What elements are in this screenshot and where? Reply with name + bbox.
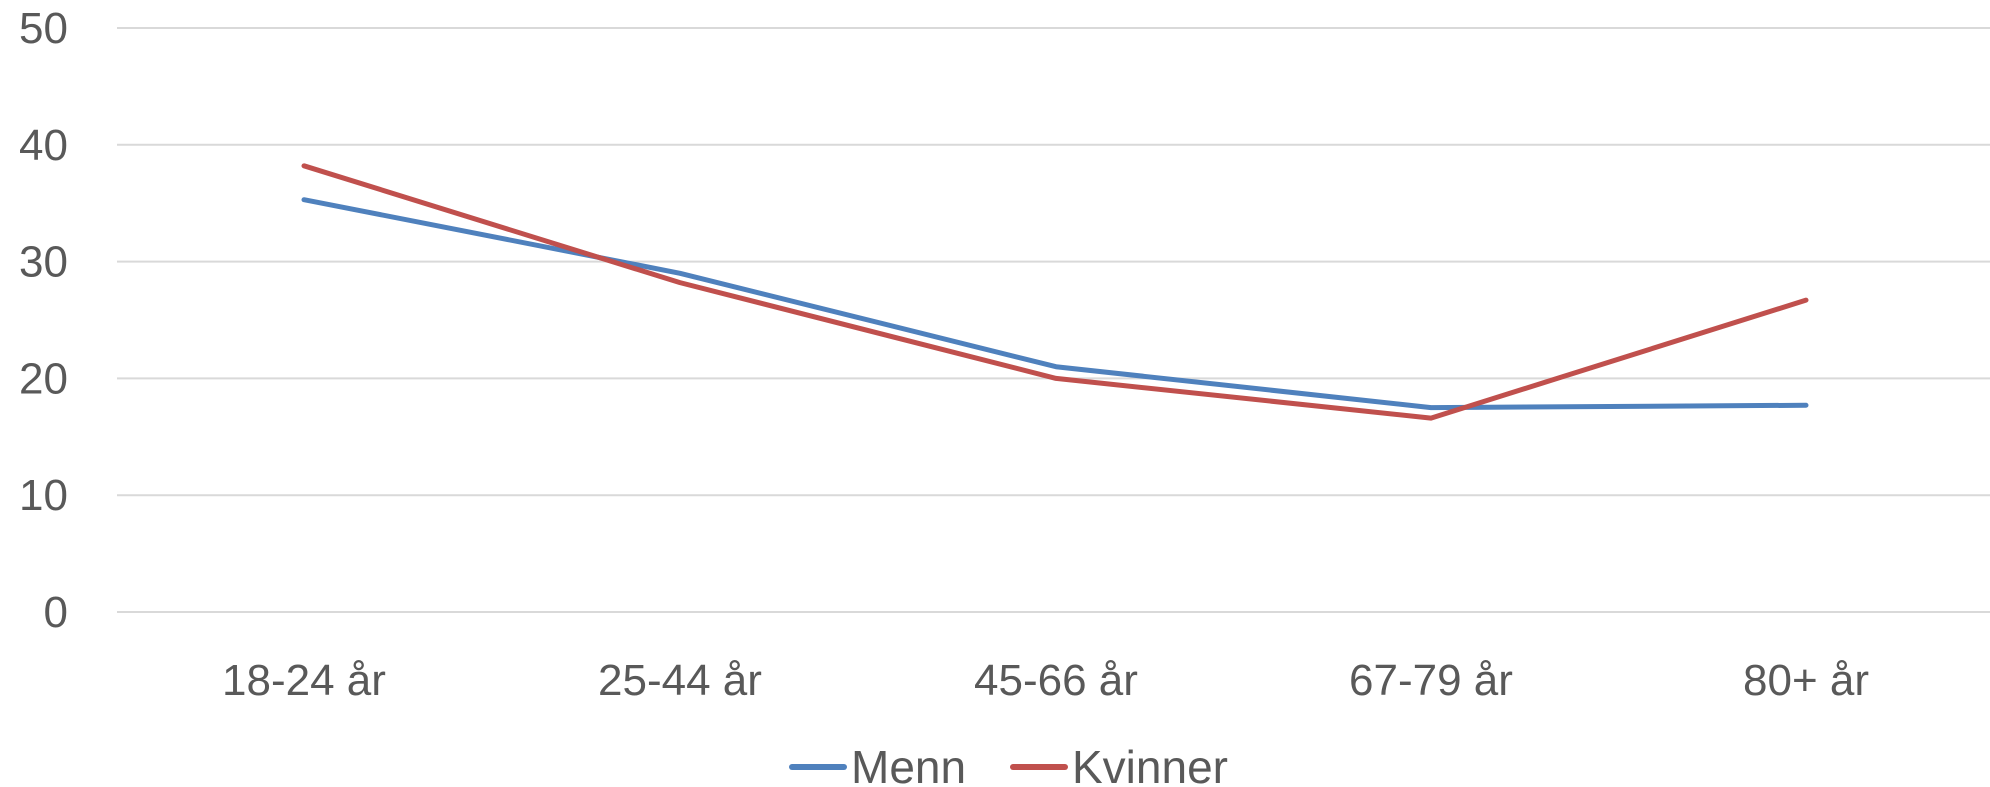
- series-line-menn: [301, 197, 1809, 411]
- legend-label-kvinner: Kvinner: [1072, 741, 1228, 787]
- legend: Menn Kvinner: [789, 741, 1228, 787]
- x-tick-label: 25-44 år: [598, 656, 762, 705]
- y-tick-label: 30: [19, 238, 68, 287]
- x-tick-label: 45-66 år: [974, 656, 1138, 705]
- y-tick-label: 40: [19, 121, 68, 170]
- series-line-kvinner: [301, 163, 1809, 421]
- y-tick-label: 50: [19, 4, 68, 53]
- series-lines: [301, 163, 1809, 421]
- y-tick-label: 20: [19, 354, 68, 403]
- x-tick-label: 18-24 år: [222, 656, 386, 705]
- legend-label-menn: Menn: [851, 741, 966, 787]
- y-axis-tick-labels: 0 10 20 30 40 50: [19, 4, 68, 637]
- y-tick-label: 0: [44, 588, 68, 637]
- x-tick-label: 80+ år: [1743, 656, 1869, 705]
- gridlines: [117, 27, 1990, 613]
- x-tick-label: 67-79 år: [1349, 656, 1513, 705]
- x-axis-tick-labels: 18-24 år 25-44 år 45-66 år 67-79 år 80+ år: [222, 656, 1869, 705]
- y-tick-label: 10: [19, 471, 68, 520]
